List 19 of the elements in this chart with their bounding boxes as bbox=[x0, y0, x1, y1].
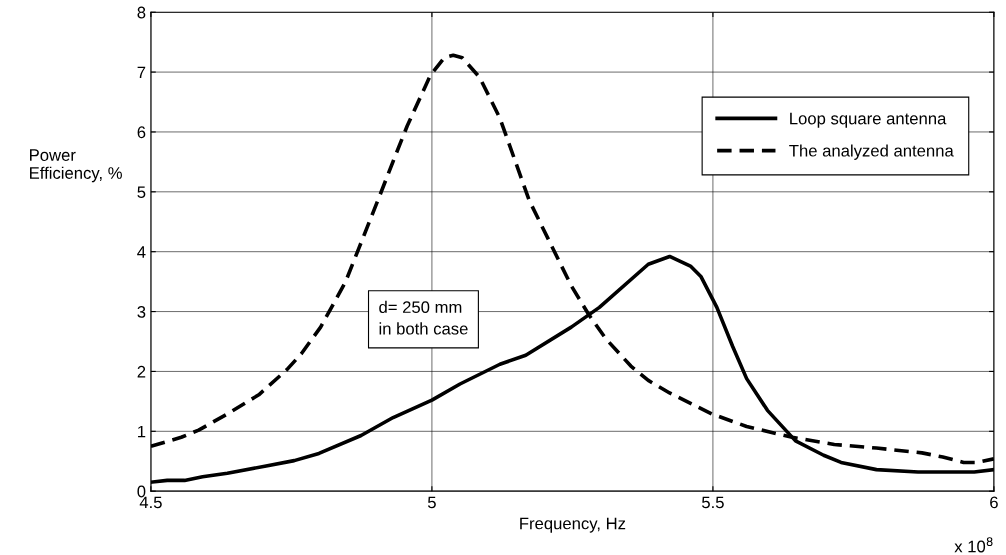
y-tick-label: 0 bbox=[137, 485, 146, 498]
legend-label: The analyzed antenna bbox=[789, 144, 954, 160]
annotation: d= 250 mm in both case bbox=[379, 300, 468, 335]
legend-label: Loop square antenna bbox=[790, 112, 947, 128]
y-tick-label: 6 bbox=[137, 126, 146, 139]
x-tick-label: 4.5 bbox=[139, 496, 162, 509]
y-tick-label: 4 bbox=[137, 246, 146, 258]
x-tick-label: 5.5 bbox=[702, 496, 724, 509]
y-tick-label: 5 bbox=[137, 186, 146, 199]
x-tick-label: 6 bbox=[990, 496, 998, 509]
y-tick-label: 8 bbox=[137, 6, 146, 19]
y-tick-label: 1 bbox=[138, 425, 146, 438]
text: x 10$^{8}$ bbox=[954, 537, 993, 553]
x-tick-label: 5 bbox=[427, 496, 436, 509]
y-tick-label: 7 bbox=[137, 66, 146, 79]
y-axis-title: Power Efficiency, % bbox=[30, 149, 122, 183]
x-axis-title: Frequency, Hz bbox=[520, 517, 626, 533]
y-tick-label: 3 bbox=[137, 305, 146, 318]
y-tick-label: 2 bbox=[137, 365, 146, 378]
